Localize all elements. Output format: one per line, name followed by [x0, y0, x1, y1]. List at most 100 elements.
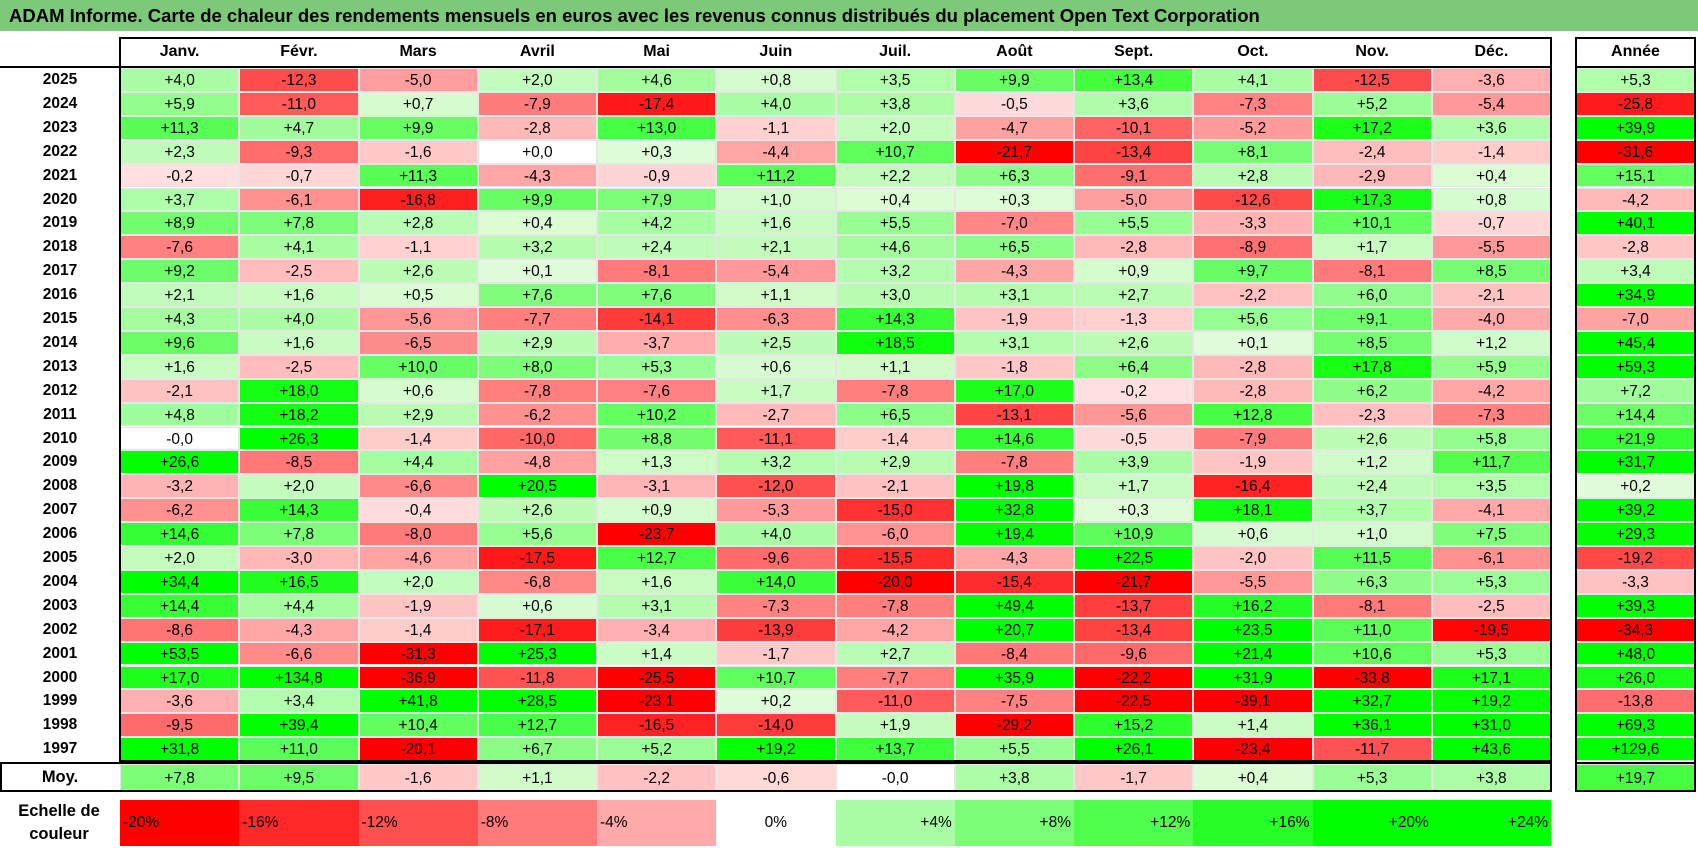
heatmap-cell: +1,0	[1312, 522, 1432, 546]
heatmap-cell: +0,7	[358, 91, 478, 116]
heatmap-cell: -1,4	[835, 426, 955, 451]
heatmap-cell: +0,6	[477, 593, 597, 618]
year-label: 2008	[42, 477, 78, 495]
report-title: ADAM Informe. Carte de chaleur des rende…	[0, 0, 1698, 31]
heatmap-cell: +4,6	[597, 68, 717, 92]
heatmap-cell: -13,9	[716, 617, 836, 642]
heatmap-cell: +11,2	[716, 163, 836, 188]
heatmap-cell: -1,9	[1193, 450, 1313, 475]
heatmap-cell: -14,1	[597, 307, 717, 331]
average-cell: -1,6	[358, 764, 478, 791]
heatmap-cell: -16,4	[1193, 474, 1313, 499]
heatmap-cell: -17,5	[477, 546, 597, 570]
color-scale-swatch: -20%	[120, 800, 240, 846]
heatmap-cell: +6,7	[477, 737, 597, 762]
heatmap-cell: +2,4	[1312, 474, 1432, 499]
heatmap-cell: +8,8	[597, 426, 717, 451]
heatmap-cell: -0,5	[1074, 426, 1194, 451]
month-header: Août	[996, 43, 1033, 60]
heatmap-cell: -19,5	[1431, 617, 1551, 642]
heatmap-cell: +3,2	[477, 235, 597, 260]
heatmap-cell: -8,0	[358, 522, 478, 546]
heatmap-cell: -7,8	[835, 378, 955, 403]
heatmap-cell: +17,0	[120, 665, 240, 690]
heatmap-cell: +0,6	[1193, 522, 1313, 546]
year-label: 2017	[42, 262, 78, 280]
heatmap-cell: +1,6	[120, 354, 240, 379]
heatmap-cell: -7,9	[477, 91, 597, 116]
heatmap-cell: -16,5	[597, 713, 717, 738]
year-label: 2011	[43, 405, 77, 423]
heatmap-cell: +16,5	[239, 569, 359, 594]
heatmap-cell: +2,0	[835, 115, 955, 140]
heatmap-cell: +18,1	[1193, 498, 1313, 523]
heatmap-cell: +0,5	[358, 283, 478, 307]
year-label: 2023	[42, 118, 78, 136]
heatmap-cell: +4,0	[120, 68, 240, 92]
heatmap-cell: +12,8	[1193, 402, 1313, 427]
heatmap-cell: -7,3	[1193, 91, 1313, 116]
average-cell: -2,2	[597, 764, 717, 791]
heatmap-cell: -1,4	[358, 426, 478, 451]
heatmap-cell: -21,7	[1074, 569, 1194, 594]
heatmap-cell: +17,3	[1312, 187, 1432, 212]
heatmap-cell: +5,5	[954, 737, 1074, 762]
heatmap-cell: +11,7	[1431, 450, 1551, 475]
heatmap-cell: -12,0	[716, 474, 836, 499]
heatmap-cell: +8,5	[1431, 259, 1551, 284]
heatmap-cell: +11,0	[239, 737, 359, 762]
heatmap-cell: -2,5	[239, 259, 359, 284]
year-label: 2005	[42, 549, 78, 566]
heatmap-cell: +2,6	[1312, 426, 1432, 451]
heatmap-cell: -2,3	[1312, 402, 1432, 427]
heatmap-cell: +10,7	[716, 665, 836, 690]
heatmap-cell: -10,0	[477, 426, 597, 451]
heatmap-cell: +7,5	[1431, 522, 1551, 546]
heatmap-cell: +3,9	[1074, 450, 1194, 475]
annual-cell: +5,3	[1576, 68, 1695, 92]
year-label: 2018	[42, 238, 78, 256]
heatmap-cell: -2,8	[477, 115, 597, 140]
heatmap-cell: +2,9	[358, 402, 478, 427]
heatmap-cell: +5,6	[477, 522, 597, 546]
heatmap-cell: -12,5	[1312, 68, 1432, 92]
heatmap-cell: -5,3	[716, 498, 836, 523]
heatmap-cell: +0,3	[1074, 498, 1194, 523]
heatmap-cell: -5,2	[1193, 115, 1313, 140]
heatmap-cell: -20,0	[835, 569, 955, 594]
heatmap-cell: +13,4	[1074, 68, 1194, 92]
heatmap-cell: +3,1	[597, 593, 717, 618]
heatmap-cell: +31,9	[1193, 665, 1313, 690]
year-label: 2020	[42, 190, 78, 208]
heatmap-cell: -2,1	[1431, 283, 1551, 307]
heatmap-cell: +19,2	[1431, 689, 1551, 714]
heatmap-cell: +1,4	[597, 641, 717, 666]
heatmap-cell: -5,6	[1074, 402, 1194, 427]
heatmap-cell: +6,3	[954, 163, 1074, 188]
heatmap-cell: -11,1	[716, 426, 836, 451]
annual-cell: -7,0	[1576, 307, 1695, 331]
heatmap-cell: -2,9	[1312, 163, 1432, 188]
heatmap-cell: -6,6	[239, 641, 359, 666]
annual-cell: +7,2	[1576, 378, 1695, 403]
heatmap-cell: +26,1	[1074, 737, 1194, 762]
heatmap-cell: -3,6	[1431, 68, 1551, 92]
heatmap-cell: +31,8	[120, 737, 240, 762]
annual-cell: +3,4	[1576, 259, 1695, 284]
annual-header: Année	[1611, 43, 1660, 60]
heatmap-cell: +2,6	[1074, 330, 1194, 355]
heatmap-cell: -4,2	[835, 617, 955, 642]
heatmap-cell: -23,1	[597, 689, 717, 714]
heatmap-cell: -15,4	[954, 569, 1074, 594]
heatmap-cell: +10,6	[1312, 641, 1432, 666]
heatmap-cell: -5,4	[716, 259, 836, 284]
heatmap-cell: -1,3	[1074, 307, 1194, 331]
heatmap-cell: +3,2	[835, 259, 955, 284]
heatmap-cell: -4,0	[1431, 307, 1551, 331]
heatmap-cell: -5,6	[358, 307, 478, 331]
heatmap-cell: -2,8	[1074, 235, 1194, 260]
heatmap-cell: +11,3	[120, 115, 240, 140]
annual-cell: +0,2	[1576, 474, 1695, 499]
heatmap-cell: +2,3	[120, 139, 240, 164]
heatmap-cell: -12,3	[239, 68, 359, 92]
